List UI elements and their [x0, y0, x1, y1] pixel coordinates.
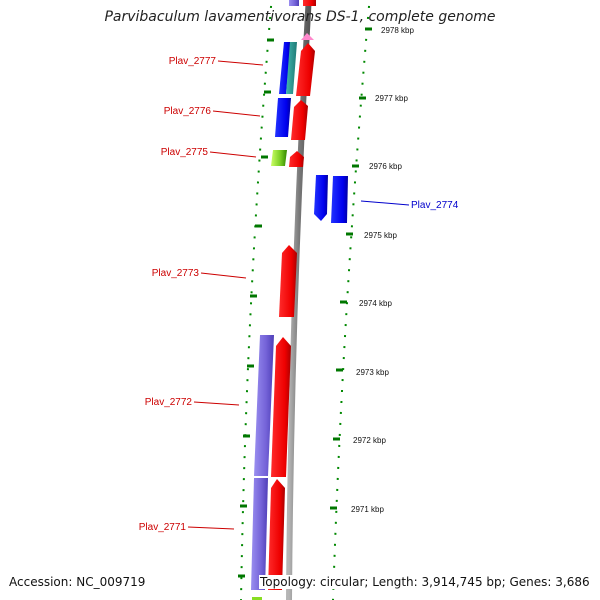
accession-text: Accession: NC_009719 — [9, 575, 146, 589]
cds-feature-plav-2777[interactable] — [296, 43, 315, 96]
gene-feature-top-partial[interactable] — [289, 0, 299, 6]
outer-major-ticks — [330, 27, 372, 510]
gene-label-plav-2773[interactable]: Plav_2773 — [152, 268, 200, 279]
misc-feature-plav-2772[interactable] — [254, 335, 274, 476]
kbp-label-2973: 2973 kbp — [356, 368, 389, 377]
gene-labels: Plav_2777 Plav_2776 Plav_2775 Plav_2774 … — [139, 56, 459, 533]
cds-feature-plav-2773[interactable] — [279, 245, 297, 317]
gene-features — [251, 0, 348, 600]
gene-label-plav-2777[interactable]: Plav_2777 — [169, 56, 217, 67]
inner-major-ticks — [238, 38, 274, 578]
cds-feature-plav-2772[interactable] — [271, 337, 291, 477]
kbp-label-2978: 2978 kbp — [381, 26, 414, 35]
kbp-label-2976: 2976 kbp — [369, 162, 402, 171]
gene-label-plav-2772[interactable]: Plav_2772 — [145, 397, 193, 408]
gene-label-plav-2776[interactable]: Plav_2776 — [164, 106, 212, 117]
gene-label-plav-2771[interactable]: Plav_2771 — [139, 522, 187, 533]
gene-label-plav-2775[interactable]: Plav_2775 — [161, 147, 209, 158]
cds-feature-plav-2771[interactable] — [268, 479, 285, 590]
gene-feature-plav-2774-b[interactable] — [331, 176, 348, 223]
kbp-label-2971: 2971 kbp — [351, 505, 384, 514]
label-leader-lines — [187, 60, 410, 530]
kbp-label-2975: 2975 kbp — [364, 231, 397, 240]
cds-feature-top-partial[interactable] — [303, 0, 316, 6]
cds-feature-plav-2776[interactable] — [291, 100, 308, 140]
gene-feature-plav-2774-a[interactable] — [314, 175, 328, 221]
gene-feature-plav-2777[interactable] — [279, 42, 291, 94]
teal-feature-plav-2777[interactable] — [286, 42, 297, 94]
misc-feature-plav-2771[interactable] — [251, 478, 268, 590]
misc-feature-bottom-partial[interactable] — [252, 597, 262, 600]
topology-text: Topology: circular; Length: 3,914,745 bp… — [259, 575, 590, 589]
kbp-labels: 2978 kbp 2977 kbp 2976 kbp 2975 kbp 2974… — [351, 26, 414, 514]
kbp-label-2972: 2972 kbp — [353, 436, 386, 445]
gene-feature-plav-2776[interactable] — [275, 98, 291, 137]
pink-feature[interactable] — [301, 33, 314, 40]
genome-title: Parvibaculum lavamentivorans DS-1, compl… — [104, 9, 496, 25]
cds-feature-plav-2775[interactable] — [289, 151, 304, 167]
gene-label-plav-2774[interactable]: Plav_2774 — [411, 200, 459, 211]
kbp-label-2974: 2974 kbp — [359, 299, 392, 308]
kbp-label-2977: 2977 kbp — [375, 94, 408, 103]
misc-feature-plav-2775[interactable] — [271, 150, 287, 166]
